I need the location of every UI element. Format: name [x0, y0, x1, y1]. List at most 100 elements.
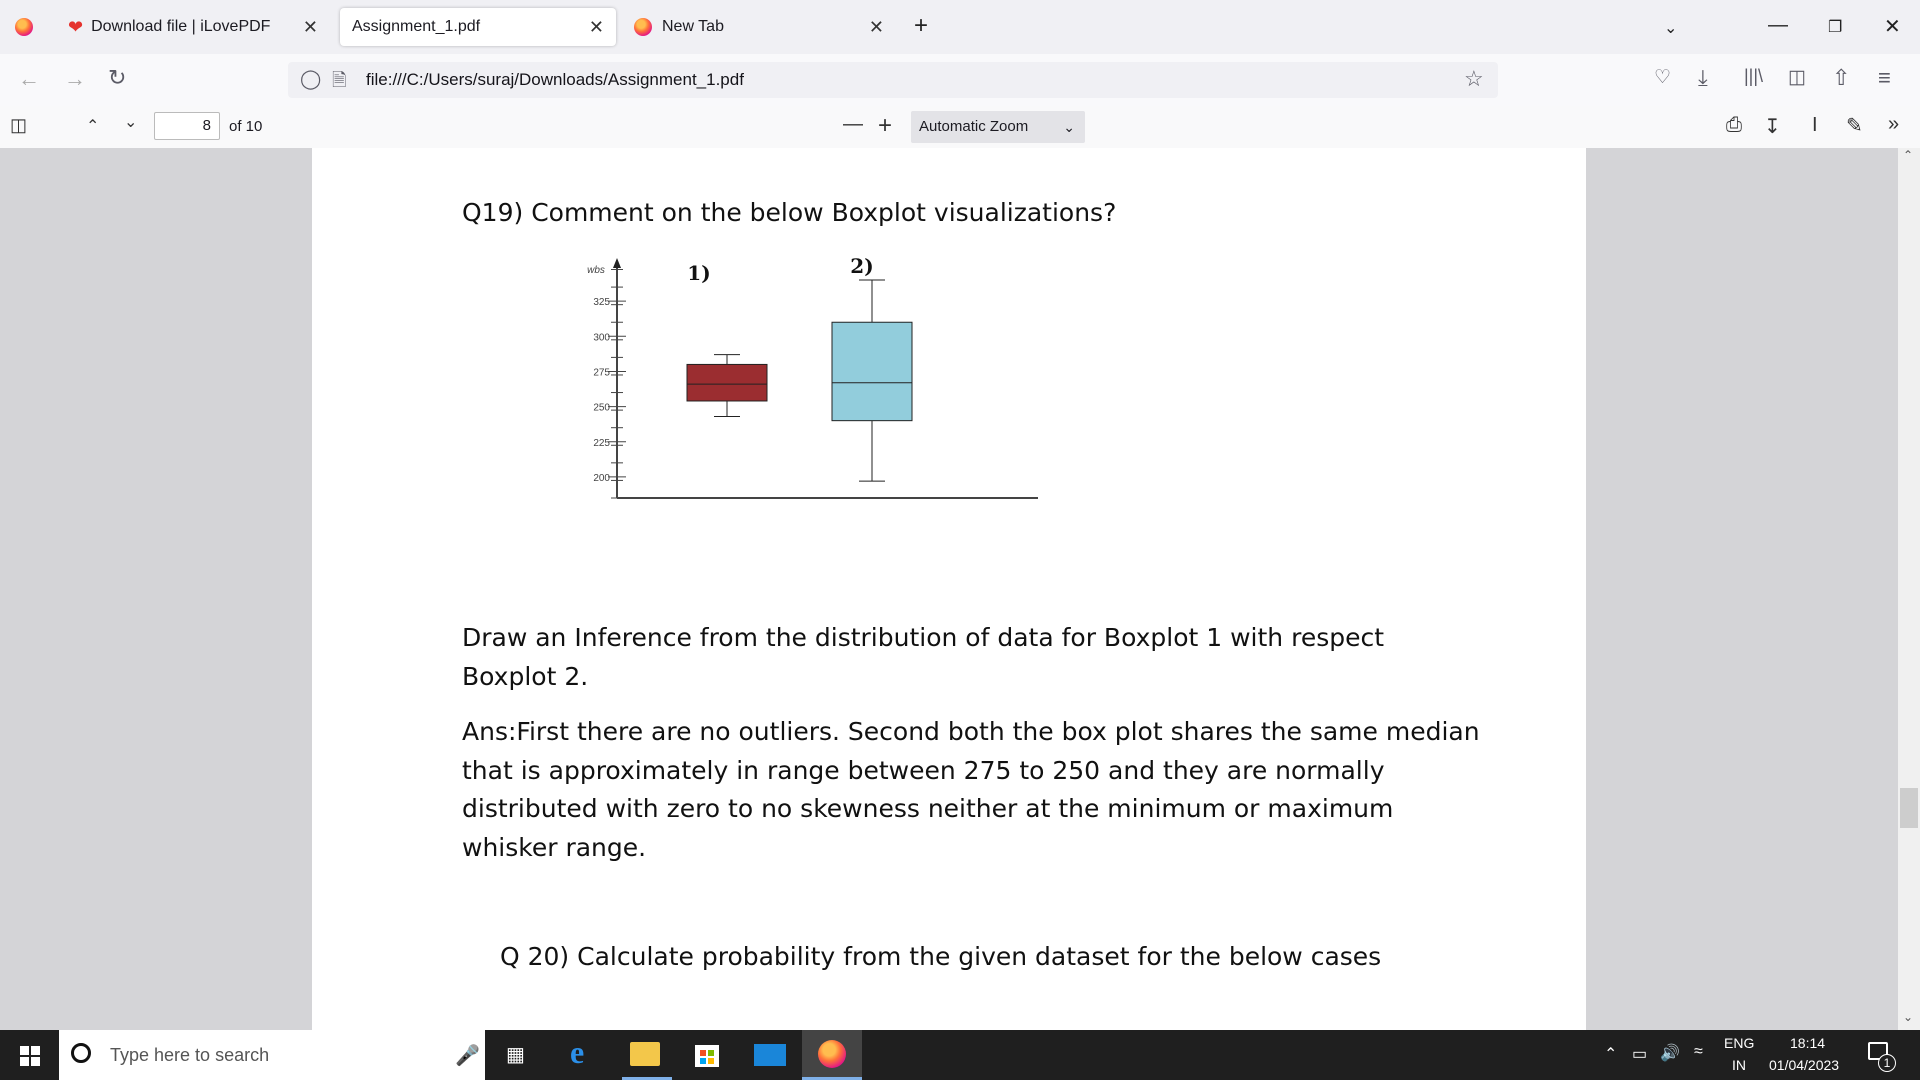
new-tab-plus-icon[interactable]: +: [914, 12, 929, 39]
firefox-active-indicator: [802, 1077, 862, 1080]
store-icon[interactable]: [693, 1038, 721, 1073]
tray-chevron-up-icon[interactable]: ⌃: [1604, 1046, 1618, 1063]
next-page-icon[interactable]: ⌄: [124, 114, 138, 131]
close-icon[interactable]: ✕: [588, 16, 604, 37]
boxplot-label: 1): [687, 261, 710, 285]
pdf-page: Q19) Comment on the below Boxplot visual…: [312, 148, 1586, 1030]
inference-line-1: Draw an Inference from the distribution …: [462, 623, 1385, 652]
tab-strip: ❤ Download file | iLovePDF ✕ Assignment_…: [0, 0, 1920, 54]
battery-icon[interactable]: ▭: [1632, 1046, 1648, 1063]
more-tools-icon[interactable]: »: [1888, 113, 1900, 135]
y-tick-label: 225: [593, 438, 610, 449]
question-19: Q19) Comment on the below Boxplot visual…: [462, 198, 1117, 227]
y-tick-label: 275: [593, 367, 610, 378]
notification-count: 1: [1878, 1054, 1896, 1072]
y-tick-label: 200: [593, 473, 610, 484]
url-text[interactable]: file:///C:/Users/suraj/Downloads/Assignm…: [366, 70, 744, 89]
boxplot-label: 2): [850, 254, 873, 278]
nav-bar: ← → ↻ ◯ 🗎 file:///C:/Users/suraj/Downloa…: [0, 54, 1920, 107]
zoom-value: Automatic Zoom: [919, 118, 1029, 135]
scroll-down-icon[interactable]: ⌄: [1903, 1010, 1914, 1024]
close-icon[interactable]: ✕: [868, 16, 884, 37]
tab-title: Assignment_1.pdf: [352, 18, 481, 35]
back-icon[interactable]: ←: [18, 66, 40, 91]
restore-icon[interactable]: ❐: [1828, 19, 1843, 36]
save-icon[interactable]: ↧: [1764, 116, 1781, 138]
close-window-icon[interactable]: ✕: [1884, 16, 1901, 38]
wifi-icon[interactable]: ≈: [1694, 1043, 1703, 1060]
y-tick-label: 300: [593, 332, 610, 343]
task-view-icon[interactable]: ▦: [506, 1044, 525, 1066]
firefox-icon: [818, 1040, 846, 1068]
taskbar-search[interactable]: Type here to search 🎤: [59, 1030, 485, 1080]
pdf-toolbar: ◫ ⌃ ⌄ 8 of 10 — + Automatic Zoom ⌄ ⎙ ↧ I…: [0, 106, 1920, 149]
print-icon[interactable]: ⎙: [1726, 114, 1742, 136]
search-placeholder: Type here to search: [110, 1045, 270, 1065]
pocket-icon[interactable]: ♡: [1654, 67, 1672, 88]
chevron-down-icon: ⌄: [1063, 119, 1075, 135]
close-icon[interactable]: ✕: [302, 16, 318, 37]
tab-title: Download file | iLovePDF: [91, 18, 271, 35]
windows-start-icon[interactable]: [20, 1046, 40, 1066]
reader-view-icon[interactable]: ◫: [1788, 67, 1806, 88]
mail-icon[interactable]: [754, 1044, 786, 1066]
y-tick-label: 250: [593, 403, 610, 414]
answer-line-1: Ans:First there are no outliers. Second …: [462, 717, 1480, 746]
microphone-icon[interactable]: 🎤: [455, 1045, 480, 1067]
taskbar: Type here to search 🎤 ▦ e ⌃ ▭ 🔊 ≈ ENG IN…: [0, 1030, 1920, 1080]
scrollbar[interactable]: ⌃ ⌄: [1898, 148, 1920, 1030]
scrollbar-thumb[interactable]: [1900, 788, 1918, 828]
text-tool-icon[interactable]: I: [1812, 114, 1818, 136]
explorer-active-indicator: [622, 1077, 672, 1080]
scroll-up-icon[interactable]: ⌃: [1903, 148, 1914, 162]
sidebar-toggle-icon[interactable]: ◫: [10, 115, 28, 135]
inference-line-2: Boxplot 2.: [462, 662, 589, 691]
cortana-circle-icon: [71, 1043, 91, 1063]
menu-icon[interactable]: ≡: [1878, 65, 1891, 90]
firefox-taskbar-button[interactable]: [802, 1030, 862, 1080]
language-top[interactable]: ENG: [1724, 1035, 1755, 1051]
box-1: [686, 363, 768, 402]
y-axis-label: wbs: [587, 265, 605, 276]
answer-line-2: that is approximately in range between 2…: [462, 756, 1385, 785]
shield-icon[interactable]: ◯: [300, 69, 322, 90]
language-bottom[interactable]: IN: [1732, 1057, 1746, 1073]
forward-icon[interactable]: →: [64, 66, 86, 91]
y-tick-label: 325: [593, 297, 610, 308]
download-icon[interactable]: ⤓: [1698, 65, 1708, 90]
zoom-out-icon[interactable]: —: [843, 113, 863, 135]
clock-time[interactable]: 18:14: [1790, 1035, 1826, 1051]
pdf-viewer[interactable]: Q19) Comment on the below Boxplot visual…: [0, 148, 1920, 1030]
zoom-select[interactable]: Automatic Zoom ⌄: [911, 111, 1085, 143]
share-icon[interactable]: ⇧: [1832, 65, 1851, 90]
answer-line-4: whisker range.: [462, 833, 647, 862]
volume-icon[interactable]: 🔊: [1660, 1045, 1680, 1062]
page-number-input[interactable]: 8: [154, 112, 220, 140]
question-20: Q 20) Calculate probability from the giv…: [500, 942, 1382, 971]
tab-new-tab[interactable]: New Tab ✕: [622, 8, 896, 46]
firefox-icon: [634, 18, 652, 36]
reload-icon[interactable]: ↻: [108, 65, 127, 90]
tab-assignment[interactable]: Assignment_1.pdf ✕: [340, 8, 616, 46]
url-bar[interactable]: ◯ 🗎 file:///C:/Users/suraj/Downloads/Ass…: [288, 62, 1498, 98]
library-icon[interactable]: |||\: [1744, 66, 1764, 86]
tab-ilovepdf[interactable]: ❤ Download file | iLovePDF ✕: [56, 8, 330, 46]
page-count: of 10: [229, 118, 263, 135]
draw-icon[interactable]: ✎: [1846, 115, 1863, 137]
page-icon: 🗎: [332, 70, 347, 90]
minimize-icon[interactable]: —: [1768, 14, 1788, 36]
file-explorer-icon[interactable]: [630, 1042, 660, 1066]
firefox-icon[interactable]: [15, 18, 33, 36]
star-icon[interactable]: ☆: [1464, 66, 1484, 91]
answer-line-3: distributed with zero to no skewness nei…: [462, 794, 1394, 823]
previous-page-icon[interactable]: ⌃: [86, 118, 100, 135]
box-2: [831, 321, 913, 422]
zoom-in-icon[interactable]: +: [878, 112, 893, 139]
tab-title: New Tab: [662, 18, 724, 35]
clock-date[interactable]: 01/04/2023: [1769, 1057, 1840, 1073]
list-tabs-chevron-icon[interactable]: ⌄: [1664, 20, 1678, 37]
edge-icon[interactable]: e: [570, 1034, 585, 1070]
heart-icon: ❤: [68, 17, 84, 37]
boxplot-chart: wbs 200 225 250 275 300 325 1) 2): [587, 254, 1038, 499]
y-axis-arrow: [613, 258, 621, 268]
